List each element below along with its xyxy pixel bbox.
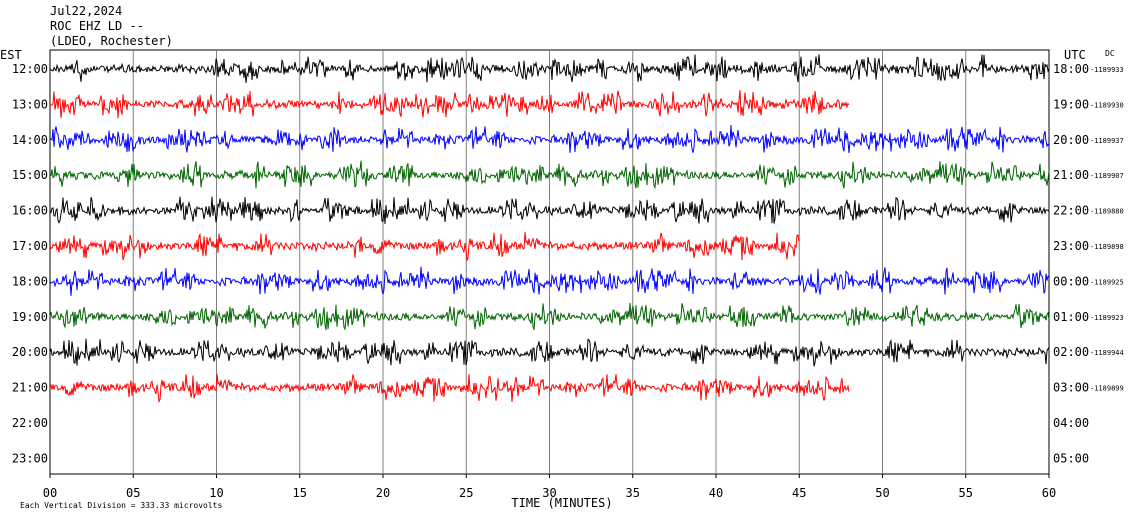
x-tick-label: 40 (709, 486, 723, 500)
x-tick-label: 05 (126, 486, 140, 500)
est-hour-label: 20:00 (12, 345, 48, 359)
trace-line (49, 302, 1050, 331)
utc-hour-label: 19:00 (1053, 97, 1089, 111)
trace-line (49, 90, 850, 119)
utc-hour-label: 00:00 (1053, 274, 1089, 288)
dc-label: DC (1105, 49, 1115, 58)
dc-offset-label: -1189899 (1090, 385, 1124, 393)
x-tick-label: 10 (209, 486, 223, 500)
station-date: Jul22,2024 (50, 4, 123, 18)
dc-offset-label: -1189937 (1090, 137, 1124, 145)
grid (49, 49, 1050, 478)
trace-line (49, 196, 1050, 225)
trace-line (49, 338, 1050, 367)
x-tick-label: 20 (376, 486, 390, 500)
dc-offset-label: -1189880 (1090, 208, 1124, 216)
trace-line (49, 266, 1049, 296)
trace-line (49, 232, 800, 262)
trace-line (49, 160, 1050, 190)
x-tick-label: 30 (542, 486, 556, 500)
dc-offset-label: -1189930 (1090, 101, 1124, 109)
dc-offset-label: -1189923 (1090, 314, 1124, 322)
x-tick-label: 15 (293, 486, 307, 500)
traces (49, 54, 1050, 404)
dc-offset-label: -1189944 (1090, 349, 1124, 357)
est-hour-label: 15:00 (12, 168, 48, 182)
x-tick-label: 25 (459, 486, 473, 500)
x-tick-label: 00 (43, 486, 57, 500)
x-tick-label: 50 (875, 486, 889, 500)
utc-hour-label: 18:00 (1053, 62, 1089, 76)
utc-hour-label: 21:00 (1053, 168, 1089, 182)
x-tick-label: 35 (626, 486, 640, 500)
est-hour-label: 21:00 (12, 381, 48, 395)
utc-hour-label: 04:00 (1053, 416, 1089, 430)
trace-line (49, 124, 1050, 154)
trace-line (49, 373, 850, 404)
station-code: ROC EHZ LD -- (50, 19, 144, 33)
left-axis-label: EST (0, 48, 22, 62)
utc-hour-label: 22:00 (1053, 204, 1089, 218)
est-hour-label: 12:00 (12, 62, 48, 76)
est-hour-label: 13:00 (12, 97, 48, 111)
footer-note: Each Vertical Division = 333.33 microvol… (20, 501, 222, 510)
dc-offset-label: -1189933 (1090, 66, 1124, 74)
station-name: (LDEO, Rochester) (50, 34, 173, 48)
x-tick-label: 55 (959, 486, 973, 500)
utc-hour-label: 05:00 (1053, 451, 1089, 465)
est-hour-label: 23:00 (12, 451, 48, 465)
utc-hour-label: 03:00 (1053, 381, 1089, 395)
est-hour-label: 18:00 (12, 274, 48, 288)
utc-hour-label: 02:00 (1053, 345, 1089, 359)
est-hour-label: 22:00 (12, 416, 48, 430)
est-hour-label: 19:00 (12, 310, 48, 324)
est-hour-label: 16:00 (12, 204, 48, 218)
trace-line (49, 54, 1050, 83)
est-hour-label: 14:00 (12, 133, 48, 147)
x-tick-label: 45 (792, 486, 806, 500)
right-axis-label: UTC (1064, 48, 1086, 62)
x-tick-label: 60 (1042, 486, 1056, 500)
axis-labels: 00 05 10 15 20 25 30 35 40 45 50 55 60 TIME (MINUTES)… (12, 62, 1124, 510)
utc-hour-label: 20:00 (1053, 133, 1089, 147)
dc-offset-label: -1189907 (1090, 172, 1124, 180)
dc-offset-label: -1189925 (1090, 278, 1124, 286)
x-axis-title: TIME (MINUTES) (511, 496, 612, 510)
dc-offset-label: -1189898 (1090, 243, 1124, 251)
est-hour-label: 17:00 (12, 239, 48, 253)
utc-hour-label: 01:00 (1053, 310, 1089, 324)
utc-hour-label: 23:00 (1053, 239, 1089, 253)
